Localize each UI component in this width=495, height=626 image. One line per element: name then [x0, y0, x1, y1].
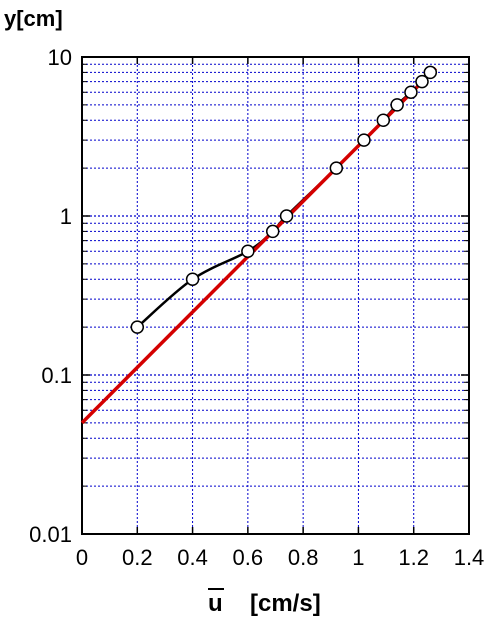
x-tick-label: 0.6 — [233, 545, 264, 570]
x-axis-unit: [cm/s] — [250, 590, 321, 617]
data-point — [423, 65, 438, 80]
data-point — [390, 98, 404, 112]
data-point — [415, 74, 429, 89]
data-point — [329, 161, 344, 175]
x-axis-symbol: u — [208, 590, 223, 617]
x-tick-label: 0 — [76, 545, 88, 570]
data-point — [130, 320, 145, 334]
plot-frame — [81, 56, 470, 535]
x-tick-label: 1 — [352, 545, 364, 570]
x-tick-label: 1.2 — [398, 545, 429, 570]
tick-labels: 0 0.2 0.4 0.6 0.8 1 1.2 1.4 0.01 0.1 1 10 — [29, 45, 484, 570]
data-point — [357, 133, 371, 147]
axis-ticks — [81, 56, 470, 535]
data-point — [241, 244, 255, 259]
x-tick-label: 0.2 — [122, 545, 153, 570]
data-series — [80, 65, 438, 425]
y-tick-label: 0.1 — [41, 363, 72, 388]
data-point — [279, 209, 294, 223]
y-tick-label: 10 — [48, 45, 72, 70]
gridlines — [82, 57, 469, 534]
fit-line — [80, 66, 438, 425]
data-point — [376, 113, 391, 128]
y-tick-label: 0.01 — [29, 522, 72, 547]
x-axis-label: u [cm/s] — [208, 588, 321, 617]
x-tick-label: 0.4 — [177, 545, 208, 570]
data-point — [185, 272, 200, 287]
data-point — [404, 85, 418, 100]
y-tick-label: 1 — [60, 204, 72, 229]
measured-curve — [136, 71, 432, 329]
y-axis-label: y[cm] — [4, 6, 63, 31]
data-point — [265, 224, 280, 239]
x-tick-label: 0.8 — [288, 545, 319, 570]
x-tick-label: 1.4 — [454, 545, 485, 570]
